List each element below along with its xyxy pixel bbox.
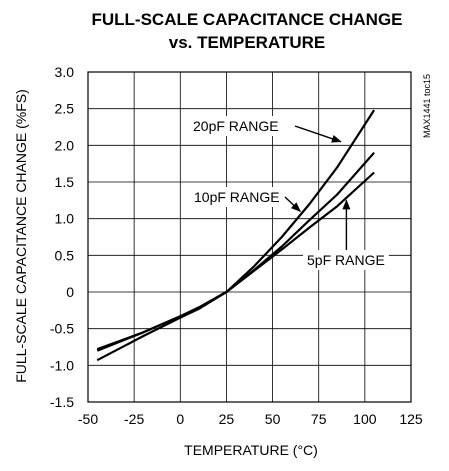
series-line-5pf-range: [96, 171, 375, 351]
x-tick-label: 0: [176, 411, 184, 427]
y-axis-label: FULL-SCALE CAPACITANCE CHANGE (%FS): [13, 89, 29, 383]
x-tick-label: 125: [399, 411, 423, 427]
annotation-label-bg: [303, 250, 389, 270]
y-tick-label: 0.5: [55, 247, 75, 263]
y-tick-label: 1.0: [55, 211, 75, 227]
x-tick-label: -50: [78, 411, 98, 427]
x-tick-label: 25: [219, 411, 235, 427]
y-tick-label: -0.5: [50, 321, 74, 337]
x-tick-label: 50: [265, 411, 281, 427]
x-tick-label: 75: [311, 411, 327, 427]
y-tick-label: 1.5: [55, 174, 75, 190]
y-tick-label: 3.0: [55, 64, 75, 80]
plot-frame: [87, 71, 412, 403]
annotations: 20pF RANGE 10pF RANGE 5pF RANGE: [189, 116, 389, 270]
y-tick-label: -1.5: [50, 394, 74, 410]
annotation-label-0: 20pF RANGE: [193, 118, 279, 134]
x-axis-label: TEMPERATURE (°C): [184, 442, 318, 458]
x-tick-label: 100: [353, 411, 377, 427]
annotation-label-bg: [189, 116, 283, 136]
y-tick-label: -1.0: [50, 357, 74, 373]
series-lines: [96, 109, 376, 362]
watermark-text: MAX1441 toc15: [422, 74, 432, 138]
y-tick-label: 0: [66, 284, 74, 300]
annotation-arrow-1: [284, 196, 301, 213]
y-tick-label: 2.0: [55, 137, 75, 153]
x-tick-labels: -50 -25 0 25 50 75 100 125: [78, 411, 423, 427]
annotation-arrow-0: [294, 125, 342, 143]
x-tick-label: -25: [124, 411, 144, 427]
chart-title: FULL-SCALE CAPACITANCE CHANGE: [91, 10, 402, 29]
y-tick-label: 2.5: [55, 101, 75, 117]
chart-subtitle: vs. TEMPERATURE: [169, 33, 326, 52]
annotation-label-bg: [190, 187, 284, 207]
annotation-label-1: 10pF RANGE: [194, 189, 280, 205]
y-tick-labels: -1.5 -1.0 -0.5 0 0.5 1.0 1.5 2.0 2.5 3.0: [50, 64, 74, 410]
annotation-label-2: 5pF RANGE: [307, 252, 385, 268]
series-line-20pf-range: [96, 109, 376, 362]
